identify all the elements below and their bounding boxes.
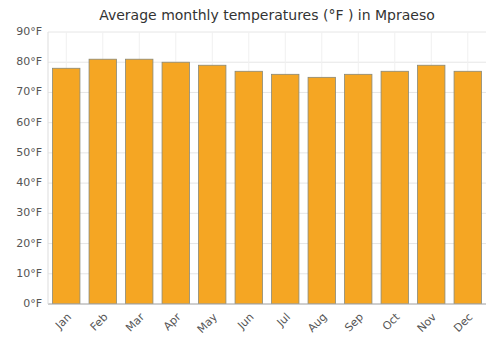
x-tick-label: Nov <box>415 310 440 335</box>
x-tick-label: Sep <box>342 311 366 335</box>
x-tick-label: Aug <box>305 311 329 335</box>
chart-container: 0°F 10°F 20°F 30°F 40°F 50°F 60°F 70°F 80°F 90°F J… <box>0 0 500 350</box>
x-tick-label: Apr <box>161 310 184 333</box>
x-tick-label: May <box>195 310 221 336</box>
y-grid-line <box>48 32 486 33</box>
bar <box>53 68 80 304</box>
y-tick-label: 60°F <box>16 116 42 129</box>
y-tick-label: 80°F <box>16 55 42 68</box>
bar <box>418 65 445 304</box>
bar <box>308 77 335 304</box>
bar <box>381 71 408 304</box>
y-tick-label: 10°F <box>16 267 42 280</box>
x-tick-labels: Jan Feb Mar Apr May Jun Jul Aug Sep Oct Nov Dec <box>52 310 475 336</box>
y-grid-line <box>48 304 486 305</box>
grid <box>48 32 486 304</box>
y-tick-label: 0°F <box>23 297 42 310</box>
bar <box>345 74 372 304</box>
x-tick-label: Jan <box>52 311 74 333</box>
y-tick-label: 50°F <box>16 146 42 159</box>
y-tick-label: 70°F <box>16 85 42 98</box>
x-tick-label: Mar <box>123 310 147 334</box>
title: Average monthly temperatures (°F ) in Mp… <box>99 7 435 23</box>
x-tick-label: Jun <box>234 311 256 333</box>
bar <box>89 59 116 304</box>
y-tick-labels: 0°F 10°F 20°F 30°F 40°F 50°F 60°F 70°F 80°F 90°F <box>16 25 42 310</box>
x-tick-label: Oct <box>380 310 403 333</box>
y-tick-label: 30°F <box>16 206 42 219</box>
y-tick-label: 90°F <box>16 25 42 38</box>
y-axis-line <box>48 32 49 304</box>
bar <box>126 59 153 304</box>
x-tick-label: Jul <box>274 311 293 330</box>
chart-svg: 0°F 10°F 20°F 30°F 40°F 50°F 60°F 70°F 80°F 90°F J… <box>0 0 500 350</box>
bar <box>272 74 299 304</box>
x-tick-label: Dec <box>451 311 475 335</box>
x-tick-label: Feb <box>88 311 111 334</box>
bar <box>454 71 481 304</box>
y-tick-label: 20°F <box>16 237 42 250</box>
bar <box>162 62 189 304</box>
bar <box>199 65 226 304</box>
bars <box>53 59 482 304</box>
y-tick-label: 40°F <box>16 176 42 189</box>
bar <box>235 71 262 304</box>
x-axis-line <box>48 304 486 305</box>
